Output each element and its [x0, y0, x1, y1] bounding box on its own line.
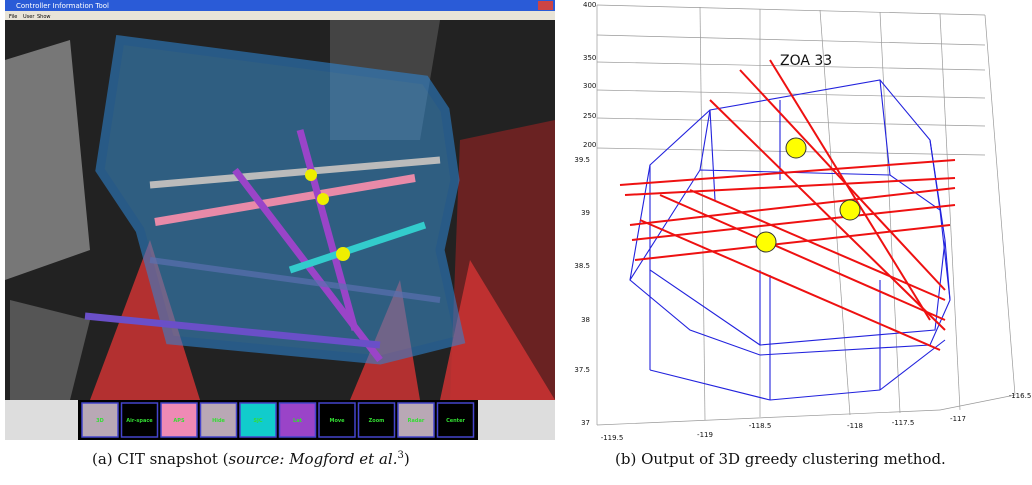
caption-b: (b) Output of 3D greedy clustering metho… — [615, 450, 946, 468]
tool-button-label: Lat — [293, 418, 303, 424]
x-tick-label: -118.5 — [749, 422, 772, 430]
tool-button-label: SJC — [253, 418, 262, 424]
tool-button-label: Zoom — [369, 418, 385, 424]
y-tick-label: 38.5 — [574, 262, 590, 270]
page: Controller Information Tool File UserShow… — [0, 0, 1032, 485]
tool-button-label: Move — [329, 418, 345, 424]
tool-button-label: Hide — [212, 418, 225, 424]
caption-label: (a) CIT snapshot ( — [92, 450, 229, 468]
tool-button-label: APS — [173, 418, 185, 424]
airspace-wireframe — [630, 80, 950, 400]
tool-button-label: Center — [446, 418, 465, 424]
tool-button-label: Air-space — [126, 418, 153, 424]
y-tick-label: 37.5 — [574, 366, 590, 374]
tool-button-label: 3D — [96, 418, 104, 424]
cluster-plot: ZOA 33 400 350 300 250 200 39.5 39 38.5 38 37.5 37… — [574, 1, 1031, 440]
caption-source: source: Mogford et al. — [229, 450, 398, 468]
menu-bar — [5, 11, 555, 20]
conflict — [305, 169, 317, 181]
y-tick-label: 38 — [581, 316, 590, 324]
z-tick-label: 350 — [583, 54, 596, 62]
caption-a: (a) CIT snapshot (source: Mogford et al.… — [92, 450, 410, 468]
x-tick-label: -116.5 — [1009, 392, 1032, 400]
x-tick-label: -117.5 — [892, 419, 915, 427]
close-button[interactable] — [538, 1, 553, 10]
menu-item[interactable]: File — [9, 14, 17, 20]
x-tick-label: -119 — [697, 431, 713, 439]
menu-item[interactable]: Show — [37, 14, 51, 20]
conflict — [317, 193, 329, 205]
menu-item[interactable]: User — [23, 14, 35, 20]
y-tick-label: 39.5 — [574, 156, 590, 164]
conflict — [336, 247, 350, 261]
y-tick-label: 37 — [581, 419, 590, 427]
caption-close: ) — [404, 450, 410, 468]
z-tick-label: 200 — [583, 141, 596, 149]
tool-button-label: Radar — [408, 418, 425, 424]
trajectories — [620, 60, 955, 350]
x-tick-label: -117 — [950, 415, 966, 423]
z-tick-label: 300 — [583, 82, 596, 90]
z-tick-label: 400 — [583, 1, 596, 9]
window-title: Controller Information Tool — [16, 2, 109, 10]
plot-title: ZOA 33 — [780, 53, 832, 69]
x-tick-label: -119.5 — [601, 434, 624, 440]
z-tick-label: 250 — [583, 112, 596, 120]
y-tick-label: 39 — [581, 209, 590, 217]
x-tick-label: -118 — [847, 422, 863, 430]
